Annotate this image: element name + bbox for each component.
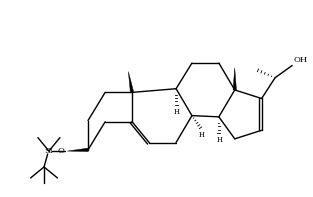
Text: H: H [216,136,222,144]
Text: H: H [173,108,180,116]
Polygon shape [67,148,88,151]
Text: OH: OH [293,56,308,64]
Text: O: O [58,147,64,155]
Text: H: H [199,131,205,139]
Polygon shape [233,68,236,90]
Text: Si: Si [45,147,53,155]
Polygon shape [128,72,134,93]
